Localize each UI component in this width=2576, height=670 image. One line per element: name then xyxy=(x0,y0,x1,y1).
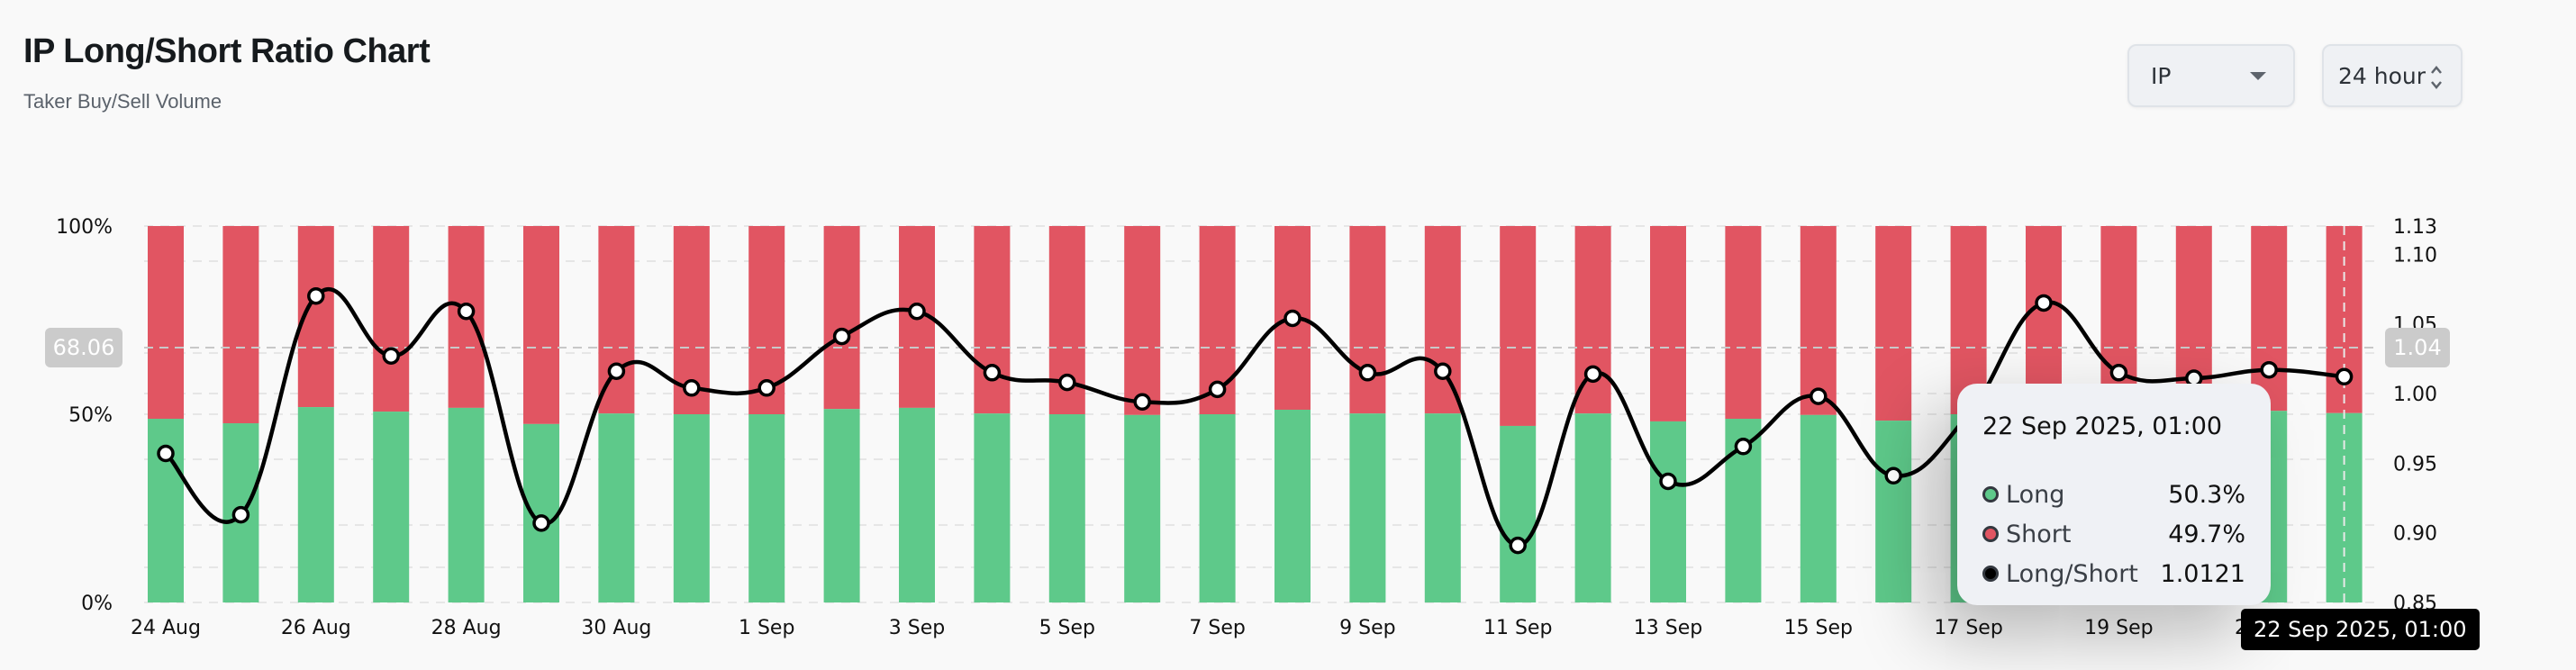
symbol-select[interactable]: IP xyxy=(2127,44,2295,107)
svg-text:0.95: 0.95 xyxy=(2393,453,2437,475)
svg-text:1.10: 1.10 xyxy=(2393,244,2437,267)
symbol-select-value: IP xyxy=(2151,62,2172,89)
caret-down-icon xyxy=(2250,72,2266,80)
svg-text:3 Sep: 3 Sep xyxy=(889,617,945,639)
svg-text:28 Aug: 28 Aug xyxy=(431,617,502,639)
svg-text:17 Sep: 17 Sep xyxy=(1934,617,2002,639)
svg-text:7 Sep: 7 Sep xyxy=(1189,617,1245,639)
short-dot-icon xyxy=(1982,526,1999,542)
svg-text:5 Sep: 5 Sep xyxy=(1039,617,1095,639)
crosshair-x-label: 22 Sep 2025, 01:00 xyxy=(2241,609,2480,650)
svg-text:0%: 0% xyxy=(81,593,113,615)
svg-text:50%: 50% xyxy=(68,404,113,427)
svg-text:26 Aug: 26 Aug xyxy=(281,617,351,639)
ratio-dot-icon xyxy=(1982,566,1999,582)
tooltip-row-short: Short 49.7% xyxy=(1982,514,2245,554)
left-axis-labels: 100% 50% 0% xyxy=(56,216,113,615)
svg-text:13 Sep: 13 Sep xyxy=(1634,617,1702,639)
timeframe-select-value: 24 hour xyxy=(2338,62,2426,89)
right-axis-labels: 0.850.900.951.001.051.101.13 xyxy=(2393,216,2437,615)
svg-text:19 Sep: 19 Sep xyxy=(2084,617,2153,639)
svg-text:0.90: 0.90 xyxy=(2393,523,2437,546)
timeframe-select[interactable]: 24 hour xyxy=(2322,44,2463,107)
svg-text:1 Sep: 1 Sep xyxy=(739,617,794,639)
tooltip-title: 22 Sep 2025, 01:00 xyxy=(1982,412,2223,440)
svg-text:24 Aug: 24 Aug xyxy=(131,617,201,639)
tooltip-row-long: Long 50.3% xyxy=(1982,475,2245,514)
svg-text:30 Aug: 30 Aug xyxy=(581,617,651,639)
svg-text:1.13: 1.13 xyxy=(2393,216,2437,239)
ratio-points xyxy=(157,286,2354,555)
long-dot-icon xyxy=(1982,486,1999,502)
chevron-up-down-icon xyxy=(2431,66,2442,89)
crosshair-right-value: 1.04 xyxy=(2385,328,2450,367)
crosshair-left-value: 68.06 xyxy=(45,328,122,367)
x-axis-labels: 24 Aug 26 Aug 28 Aug 30 Aug 1 Sep 3 Sep 5 Sep 7… xyxy=(131,617,2303,639)
svg-text:15 Sep: 15 Sep xyxy=(1784,617,1853,639)
chart-tooltip: 22 Sep 2025, 01:00 Long 50.3% Short 49.7… xyxy=(1957,384,2271,605)
svg-text:100%: 100% xyxy=(56,216,113,239)
tooltip-row-ratio: Long/Short 1.0121 xyxy=(1982,554,2245,593)
svg-text:1.00: 1.00 xyxy=(2393,384,2437,406)
svg-text:9 Sep: 9 Sep xyxy=(1339,617,1395,639)
ratio-line xyxy=(164,286,2345,548)
svg-text:11 Sep: 11 Sep xyxy=(1483,617,1552,639)
page-subtitle: Taker Buy/Sell Volume xyxy=(23,90,222,113)
page-title: IP Long/Short Ratio Chart xyxy=(23,32,431,70)
